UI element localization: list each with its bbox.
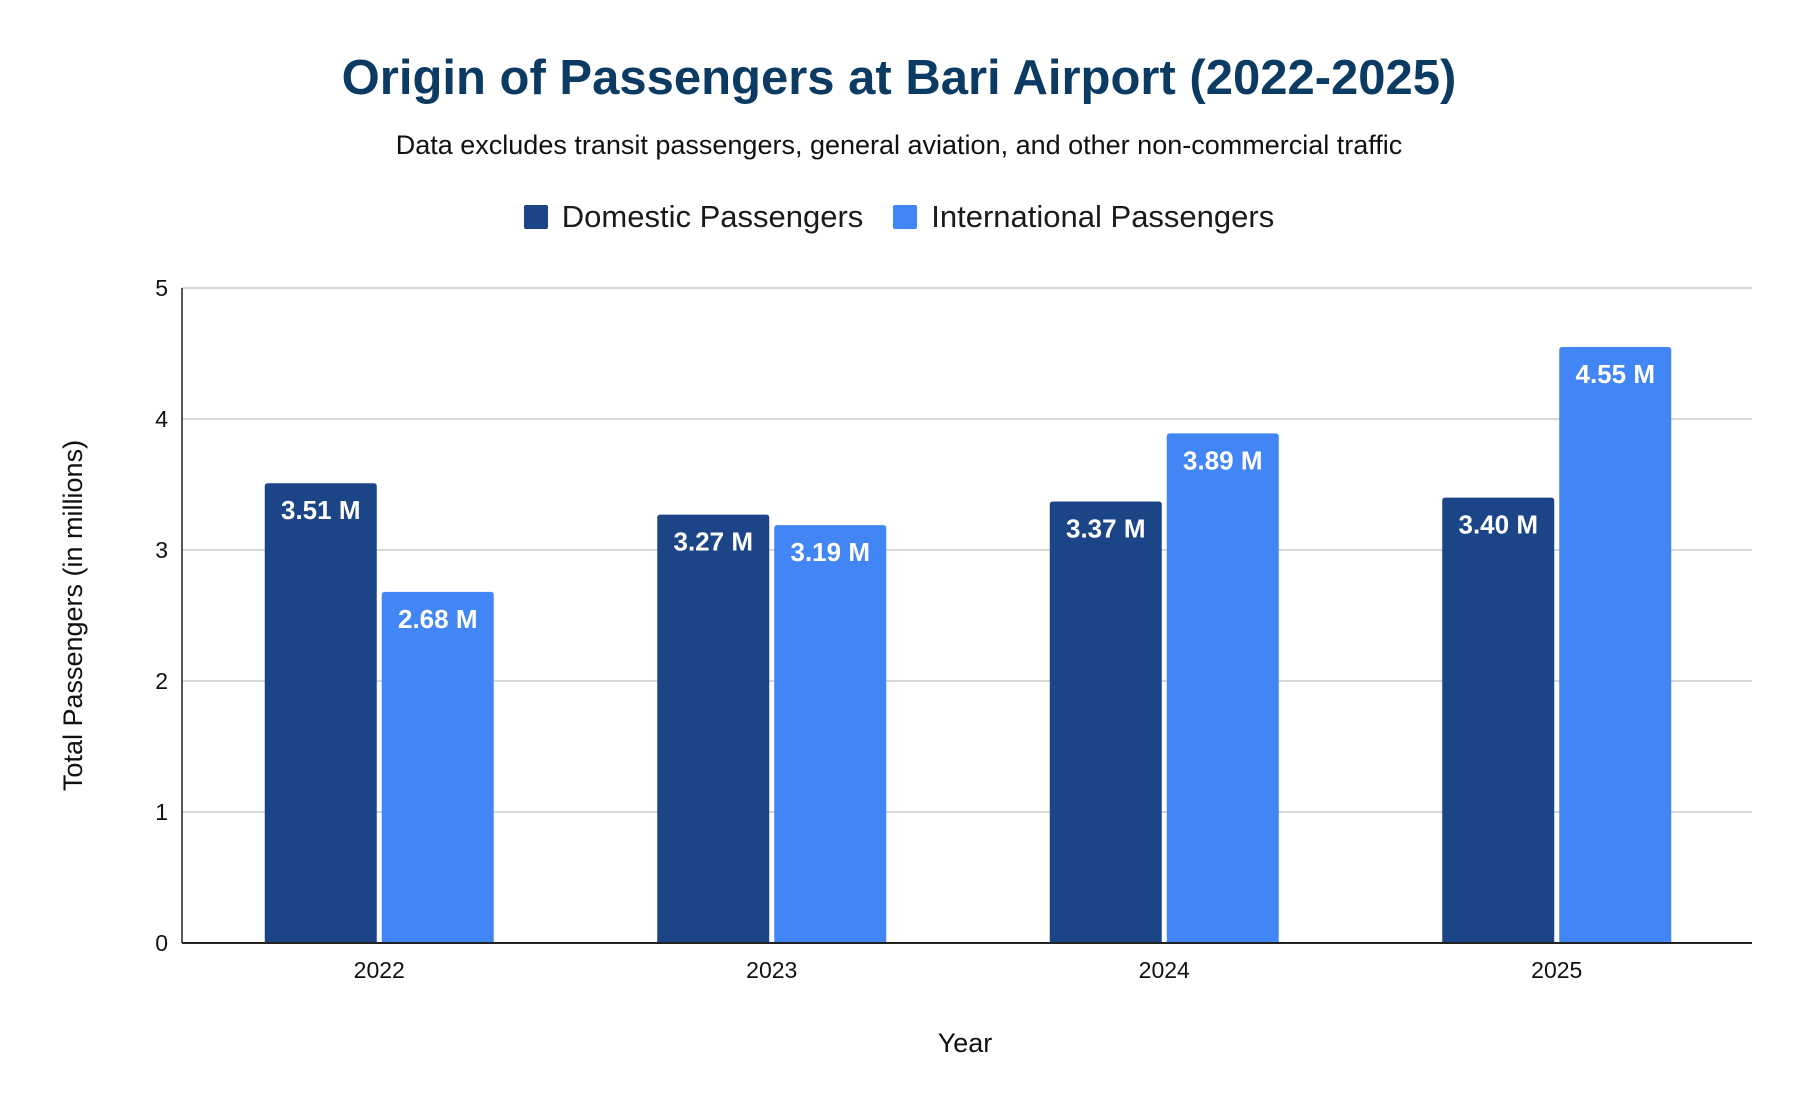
bar-domestic-2025[interactable] (1442, 497, 1555, 943)
legend-label-international: International Passengers (931, 199, 1275, 234)
data-label-domestic-2023: 3.27 M (674, 527, 754, 557)
chart-title: Origin of Passengers at Bari Airport (20… (341, 51, 1457, 105)
bar-international-2022[interactable] (381, 591, 494, 943)
y-tick-label: 1 (155, 799, 168, 825)
y-tick-label: 5 (155, 275, 168, 301)
y-tick-label: 4 (155, 406, 168, 432)
bar-domestic-2024[interactable] (1049, 501, 1162, 943)
x-tick-label: 2023 (746, 957, 797, 983)
bar-domestic-2023[interactable] (657, 514, 770, 943)
axes (181, 288, 1752, 944)
legend-swatch-domestic (523, 205, 548, 229)
bar-international-2024[interactable] (1166, 433, 1279, 943)
x-tick-label: 2025 (1531, 957, 1582, 983)
bars: 3.51 M 2.68 M 3.27 M 3.19 M 3.37 M 3.89 M 3.40… (264, 346, 1672, 943)
y-tick-label: 2 (155, 668, 168, 694)
y-axis-title: Total Passengers (in millions) (58, 440, 88, 791)
legend-swatch-international (893, 205, 918, 229)
legend-label-domestic: Domestic Passengers (561, 199, 864, 234)
y-tick-label: 0 (155, 930, 168, 956)
x-tick-label: 2022 (354, 957, 405, 983)
tick-labels: 0 1 2 3 4 5 2022 2023 2024 2025 (155, 275, 1582, 983)
x-tick-label: 2024 (1139, 957, 1190, 983)
bar-international-2023[interactable] (774, 525, 887, 943)
data-label-domestic-2022: 3.51 M (281, 495, 361, 525)
x-axis-title: Year (938, 1028, 993, 1058)
bar-domestic-2022[interactable] (264, 483, 377, 943)
legend-item-international[interactable]: International Passengers (893, 199, 1274, 235)
legend-item-domestic[interactable]: Domestic Passengers (523, 199, 864, 235)
data-label-international-2025: 4.55 M (1576, 359, 1656, 389)
data-label-international-2023: 3.19 M (791, 537, 871, 567)
data-label-domestic-2024: 3.37 M (1066, 514, 1146, 544)
chart-legend: Domestic Passengers International Passen… (0, 199, 1798, 235)
data-label-international-2022: 2.68 M (398, 604, 478, 634)
bar-international-2025[interactable] (1559, 346, 1672, 943)
data-label-domestic-2025: 3.40 M (1459, 510, 1539, 540)
y-tick-label: 3 (155, 537, 168, 563)
data-label-international-2024: 3.89 M (1183, 445, 1263, 475)
chart-subtitle: Data excludes transit passengers, genera… (395, 130, 1403, 160)
